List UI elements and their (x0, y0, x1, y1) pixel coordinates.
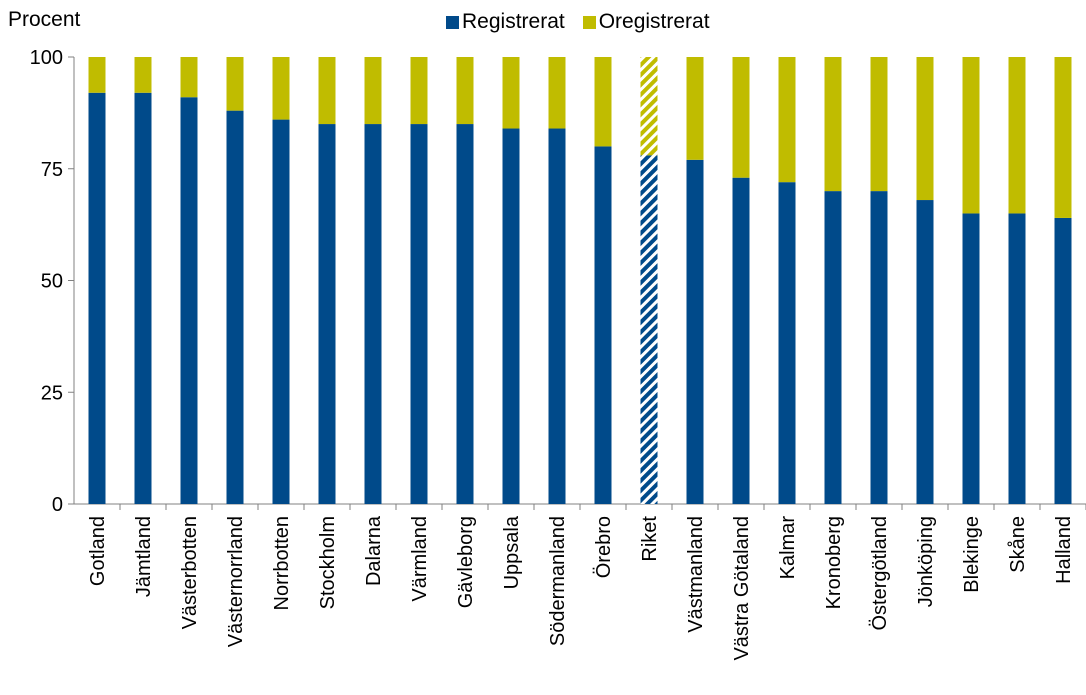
x-tick-label: Västernorrland (225, 516, 247, 647)
y-tick-label: 75 (41, 159, 63, 181)
legend-item-oregistrerat: Oregistrerat (582, 10, 710, 34)
bar-oregistrerat (502, 57, 520, 129)
bar-oregistrerat (226, 57, 244, 111)
bar-oregistrerat (640, 57, 658, 156)
bar-oregistrerat (1054, 57, 1072, 218)
bar-oregistrerat (824, 57, 842, 192)
bar-oregistrerat (962, 57, 980, 214)
y-tick-label: 25 (41, 382, 63, 404)
bar-registrerat (686, 159, 704, 504)
bar-registrerat (1054, 217, 1072, 505)
y-tick-label: 100 (30, 47, 63, 69)
x-tick-label: Västerbotten (179, 516, 201, 629)
x-tick-label: Jönköping (915, 516, 937, 607)
bar-registrerat (180, 97, 198, 504)
bar-oregistrerat (594, 57, 612, 147)
bar-oregistrerat (364, 57, 382, 125)
bar-registrerat (824, 191, 842, 504)
bar-registrerat (134, 92, 152, 504)
bar-oregistrerat (1008, 57, 1026, 214)
x-tick-label: Västmanland (685, 516, 707, 633)
x-tick-label: Jämtland (133, 516, 155, 597)
bar-oregistrerat (410, 57, 428, 125)
bar-oregistrerat (318, 57, 336, 125)
x-tick-label: Gotland (87, 516, 109, 586)
bar-registrerat (226, 110, 244, 504)
x-tick-label: Gävleborg (455, 516, 477, 608)
x-tick-label: Norrbotten (271, 516, 293, 611)
legend-item-registrerat: Registrerat (446, 10, 565, 34)
x-tick-label: Blekinge (961, 516, 983, 593)
bar-oregistrerat (180, 57, 198, 98)
bar-registrerat (1008, 213, 1026, 504)
y-tick-label: 0 (52, 494, 63, 516)
x-tick-label: Stockholm (317, 516, 339, 609)
legend: Registrerat Oregistrerat (446, 10, 728, 34)
legend-label-oregistrerat: Oregistrerat (598, 10, 710, 33)
bar-registrerat (318, 124, 336, 505)
bar-oregistrerat (916, 57, 934, 201)
x-tick-label: Riket (639, 516, 661, 562)
x-tick-label: Skåne (1007, 516, 1029, 573)
x-tick-label: Östergötland (869, 516, 891, 631)
bar-registrerat (778, 182, 796, 504)
bar-oregistrerat (548, 57, 566, 129)
bar-registrerat (502, 128, 520, 504)
x-tick-label: Värmland (409, 516, 431, 602)
bar-registrerat (410, 124, 428, 505)
bar-registrerat (870, 191, 888, 504)
bar-registrerat (456, 124, 474, 505)
x-tick-label: Kalmar (777, 516, 799, 580)
bar-oregistrerat (272, 57, 290, 120)
bar-oregistrerat (778, 57, 796, 183)
y-tick-label: 50 (41, 271, 63, 293)
bar-oregistrerat (732, 57, 750, 178)
bar-registrerat (548, 128, 566, 504)
bar-registrerat (272, 119, 290, 504)
bar-oregistrerat (134, 57, 152, 93)
bar-registrerat (88, 92, 106, 504)
bar-registrerat (916, 200, 934, 505)
x-tick-label: Örebro (593, 516, 615, 578)
x-tick-label: Västra Götaland (731, 516, 753, 661)
bar-registrerat (962, 213, 980, 504)
x-tick-label: Dalarna (363, 515, 385, 586)
x-tick-label: Halland (1053, 516, 1075, 584)
bar-oregistrerat (870, 57, 888, 192)
bar-oregistrerat (88, 57, 106, 93)
legend-swatch-oregistrerat (582, 15, 596, 29)
x-tick-label: Kronoberg (823, 516, 845, 609)
bar-oregistrerat (686, 57, 704, 160)
bar-registrerat (594, 146, 612, 504)
y-axis-label: Procent (8, 8, 81, 31)
legend-swatch-registrerat (446, 15, 459, 29)
x-tick-label: Uppsala (501, 515, 523, 589)
x-tick-label: Södermanland (547, 516, 569, 646)
bar-oregistrerat (456, 57, 474, 125)
legend-label-registrerat: Registrerat (462, 10, 565, 33)
bar-registrerat (364, 124, 382, 505)
bar-registrerat (640, 155, 658, 504)
bar-registrerat (732, 177, 750, 504)
